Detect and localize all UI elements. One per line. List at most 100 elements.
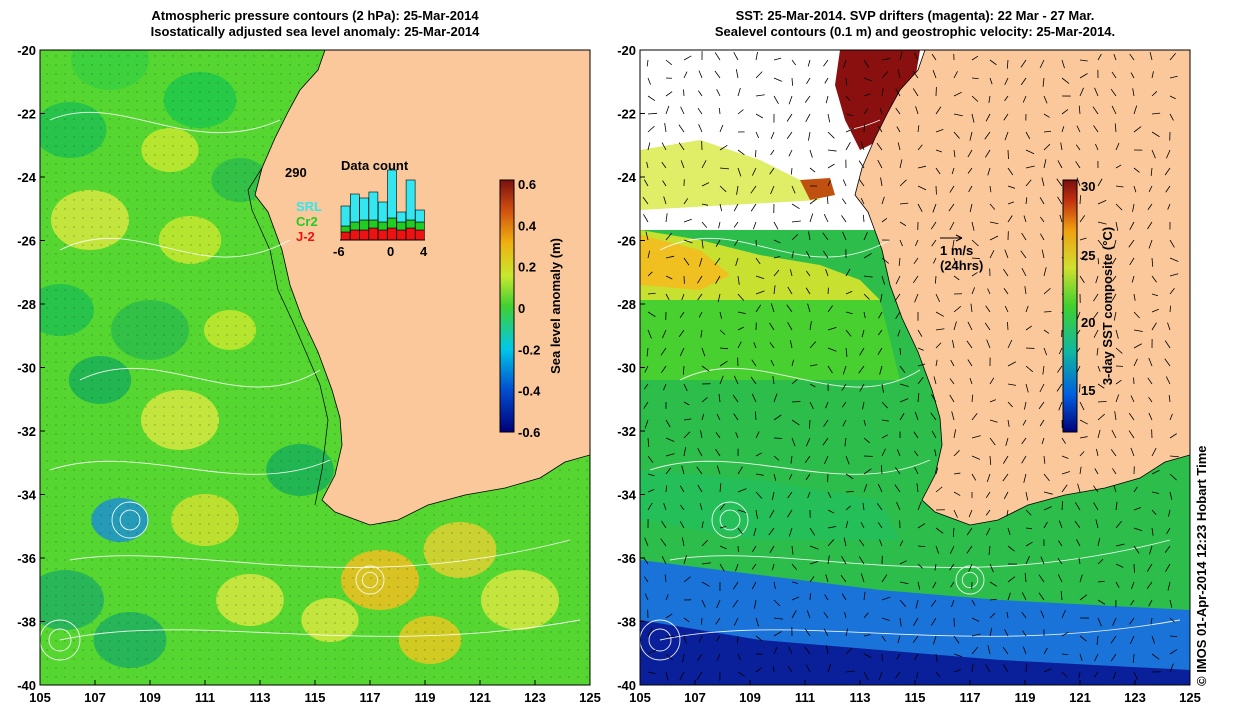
lat-tick-label: -36 [617,551,636,566]
lon-axis-left: 105 107 109 111 113 115 117 119 121 123 125 [29,680,601,705]
inset-bar [349,229,360,241]
legend-cr2: Cr2 [296,214,318,229]
lat-tick-label: -38 [617,615,636,630]
inset-bar [368,191,379,221]
right-title-line1: SST: 25-Mar-2014. SVP drifters (magenta)… [735,8,1095,23]
lon-tick-label: 111 [195,690,215,705]
lon-tick-label: 115 [305,690,326,705]
lon-tick-label: 119 [1015,690,1036,705]
lon-axis-right: 105 107 109 111 113 115 117 119 121 123 125 [629,680,1201,705]
vector-scale: 1 m/s (24hrs) [940,234,983,273]
inset-xtick-2: 4 [420,244,428,259]
lon-tick-label: 105 [29,690,51,705]
inset-bar [387,217,397,229]
right-panel-title: SST: 25-Mar-2014. SVP drifters (magenta)… [640,8,1190,40]
lon-tick-label: 105 [629,690,651,705]
sea-level-anomaly-map [40,50,590,685]
inset-bar [340,205,351,227]
lon-tick-label: 113 [850,690,871,705]
legend-srl: SRL [296,199,322,214]
lat-tick-label: -34 [617,488,637,503]
inset-title: Data count [341,158,409,173]
lat-tick-label: -24 [17,170,37,185]
colorbar-tick-label: 0 [518,301,525,316]
inset-bar [377,221,388,231]
inset-bar [377,201,388,223]
lat-tick-label: -32 [17,424,36,439]
lon-tick-label: 109 [139,690,161,705]
sla-colorbar-label: Sea level anomaly (m) [548,238,563,374]
lat-tick-label: -32 [617,424,636,439]
lat-tick-label: -38 [17,615,36,630]
inset-bar [415,221,425,231]
lon-tick-label: 109 [739,690,761,705]
colorbar-tick-label: 20 [1081,315,1095,330]
inset-bar [340,231,351,241]
lon-tick-label: 123 [1124,690,1146,705]
lat-tick-label: -28 [617,297,636,312]
inset-bar [368,227,379,241]
colorbar-tick-label: 0.4 [518,218,537,233]
lat-tick-label: -28 [17,297,36,312]
lat-tick-label: -20 [617,43,636,58]
lon-tick-label: 111 [795,690,815,705]
inset-bar [415,229,425,241]
lon-tick-label: 121 [469,690,491,705]
sst-map [640,50,1190,685]
lat-axis-left: -20 -22 -24 -26 -28 -30 -32 -34 -36 -38 -40 [17,43,45,693]
colorbar-tick-label: -0.2 [518,342,540,357]
colorbar-tick-label: 0.6 [518,177,536,192]
inset-max-label: 290 [285,165,307,180]
inset-bar [405,227,416,241]
inset-bar [359,229,369,241]
inset-bar [387,227,397,241]
lat-tick-label: -34 [17,488,37,503]
lat-tick-label: -40 [17,678,36,693]
colorbar-tick-label: 15 [1081,383,1095,398]
inset-bar [368,219,379,229]
sst-colorbar-label: 3-day SST composite (°C) [1100,227,1115,385]
lat-tick-label: -26 [17,234,36,249]
vector-scale-speed: 1 m/s [940,243,973,258]
left-panel-title: Atmospheric pressure contours (2 hPa): 2… [40,8,590,40]
colorbar-tick-label: -0.4 [518,384,541,399]
lon-tick-label: 107 [84,690,106,705]
lat-tick-label: -40 [617,678,636,693]
data-count-inset: Data count 290 -6 0 4 SRL Cr2 J-2 [285,158,428,259]
inset-bar [377,229,388,241]
australia-landmass-right [854,50,1190,526]
inset-bar [387,169,397,219]
lat-tick-label: -22 [17,107,36,122]
lon-tick-label: 125 [579,690,601,705]
lon-tick-label: 115 [905,690,926,705]
lat-tick-label: -36 [17,551,36,566]
inset-bar [396,221,407,231]
lon-tick-label: 117 [960,690,981,705]
lat-tick-label: -26 [617,234,636,249]
inset-bar [359,219,369,231]
colorbar-tick-label: 0.2 [518,260,536,275]
lat-axis-right: -20 -22 -24 -26 -28 -30 -32 -34 -36 -38 -40 [617,43,645,693]
inset-bar [340,225,351,233]
colorbar-tick-label: 25 [1081,248,1095,263]
inset-xtick-1: 0 [387,244,394,259]
right-title-line2: Sealevel contours (0.1 m) and geostrophi… [714,24,1116,39]
inset-bar [349,221,360,231]
inset-bar [396,229,407,241]
lon-tick-label: 113 [250,690,271,705]
sst-colorbar: 30 25 20 15 3-day SST composite (°C) [1062,179,1115,433]
inset-bar [396,211,407,223]
lat-tick-label: -20 [17,43,36,58]
inset-bar [405,179,416,221]
colorbar-tick-label: 30 [1081,179,1095,194]
left-title-line1: Atmospheric pressure contours (2 hPa): 2… [151,8,479,23]
lon-tick-label: 107 [684,690,706,705]
colorbar-tick-label: -0.6 [518,425,540,440]
lon-tick-label: 123 [524,690,546,705]
lat-tick-label: -22 [617,107,636,122]
lon-tick-label: 119 [415,690,436,705]
lon-tick-label: 121 [1069,690,1091,705]
lon-tick-label: 125 [1179,690,1201,705]
left-title-line2: Isostatically adjusted sea level anomaly… [150,24,480,39]
